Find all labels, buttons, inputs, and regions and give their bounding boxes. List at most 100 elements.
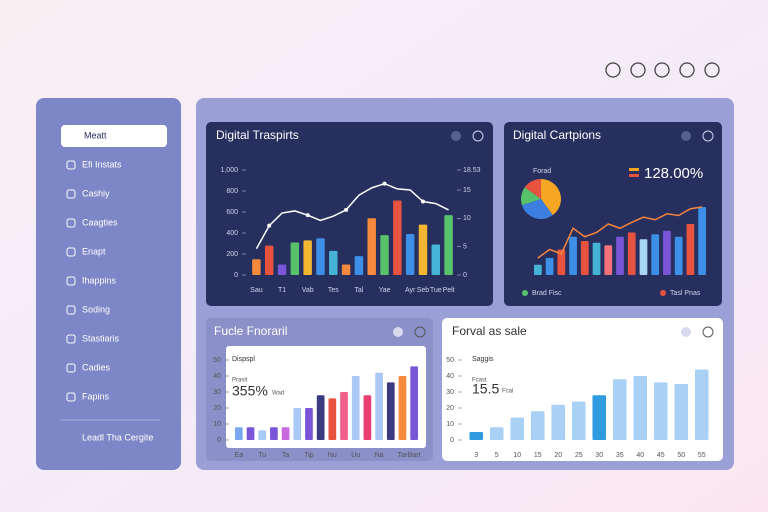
card-icon[interactable] [702, 130, 714, 142]
bar [698, 207, 707, 275]
menu-icon [66, 247, 76, 257]
y2-tick-label: 10 [463, 215, 471, 222]
bar [469, 432, 484, 440]
bar [674, 236, 683, 275]
menu-footer[interactable]: Leadl Tha Cergite [82, 432, 153, 442]
y-tick-label: 400 [226, 230, 238, 237]
bar [316, 395, 325, 440]
kpi-unit: Wad [272, 391, 284, 397]
icon[interactable] [605, 62, 621, 78]
x-tick-label: Tu [258, 452, 266, 459]
bar [270, 427, 278, 440]
menu-item[interactable]: Stastiaris [82, 333, 120, 343]
x-tick-label: Seb [417, 287, 430, 294]
bar [651, 234, 660, 275]
x-tick-label: Na [375, 452, 384, 459]
menu-item[interactable]: Soding [82, 304, 110, 314]
bar [277, 264, 287, 275]
x-tick-label: 50 [677, 452, 685, 459]
x-tick-label: Tip [304, 452, 314, 459]
y-tick-label: 0 [450, 437, 454, 444]
line-point [267, 223, 272, 228]
kpi-unit: Fcal [502, 389, 513, 395]
kpi-value: 128.00% [644, 165, 703, 182]
x-tick-label: Yae [379, 287, 391, 294]
icon[interactable] [654, 62, 670, 78]
x-tick-label: Uu [351, 452, 360, 459]
card-icon[interactable] [472, 130, 484, 142]
y-tick-label: 50 [446, 357, 454, 364]
menu-item[interactable]: Enapt [82, 246, 106, 256]
menu-item[interactable]: Fapins [82, 391, 110, 401]
bar [293, 408, 302, 440]
x-tick-label: Tes [328, 287, 339, 294]
y-tick-label: 800 [226, 188, 238, 195]
menu-item[interactable]: Efi Instats [82, 159, 122, 169]
line [255, 182, 449, 250]
bar [405, 234, 415, 275]
card-title: Digital Traspirts [216, 128, 299, 142]
menu-icon [66, 276, 76, 286]
icon[interactable] [679, 62, 695, 78]
x-tick-label: Sau [250, 287, 263, 294]
y2-tick-label: 5 [463, 244, 467, 251]
sidebar [36, 98, 181, 470]
x-tick-label: Vab [302, 287, 314, 294]
pie-label: Forad [533, 168, 551, 175]
menu-icon [66, 363, 76, 373]
menu-item[interactable]: Ihappins [82, 275, 117, 285]
card-icon[interactable] [414, 326, 426, 338]
card-icon[interactable] [681, 131, 691, 141]
bar [367, 218, 376, 275]
x-tick-label: Ayr [405, 287, 416, 294]
x-tick-label: 25 [575, 452, 583, 459]
legend-label: Tasl Pnas [670, 290, 701, 297]
x-tick-label: 55 [698, 452, 706, 459]
icon[interactable] [704, 62, 720, 78]
card-icon[interactable] [393, 327, 403, 337]
bar [431, 244, 441, 275]
bar [604, 245, 613, 275]
menu-icon [66, 334, 76, 344]
card-title: Digital Cartpions [513, 128, 601, 142]
x-tick-label: 15 [534, 452, 542, 459]
bar [290, 242, 300, 275]
x-tick-label: Tal [354, 287, 363, 294]
x-tick-label: 45 [657, 452, 665, 459]
card-icon[interactable] [681, 327, 691, 337]
y2-tick-label: 0 [463, 272, 467, 279]
menu-icon [66, 392, 76, 402]
bar [234, 427, 243, 440]
menu-item[interactable]: Meatt [84, 130, 107, 140]
pie-slice [524, 179, 541, 199]
line-point [344, 207, 349, 212]
bar [444, 215, 453, 275]
menu-item[interactable]: Cashiy [82, 188, 110, 198]
bar [580, 241, 589, 275]
bar [386, 382, 395, 440]
x-tick-label: 30 [595, 452, 603, 459]
pie-slice [541, 179, 561, 216]
line [537, 206, 703, 259]
menu-highlight [61, 125, 167, 147]
card [206, 122, 493, 306]
y-tick-label: 40 [213, 373, 221, 380]
card-icon[interactable] [451, 131, 461, 141]
y-tick-label: 600 [226, 209, 238, 216]
icon[interactable] [630, 62, 646, 78]
menu-item[interactable]: Cadies [82, 362, 111, 372]
pie-slice [521, 199, 553, 219]
menu-item[interactable]: Caagties [82, 217, 118, 227]
y-tick-label: 200 [226, 251, 238, 258]
bar [329, 250, 338, 275]
bar [551, 404, 566, 440]
y-tick-label: 40 [446, 373, 454, 380]
bar [264, 245, 274, 275]
card-title: Fucle Fnoraril [214, 324, 287, 338]
card-icon[interactable] [702, 326, 714, 338]
x-tick-label: 10 [513, 452, 521, 459]
bar [489, 427, 504, 440]
bar [418, 224, 428, 275]
x-tick-label: Tar [398, 452, 408, 459]
